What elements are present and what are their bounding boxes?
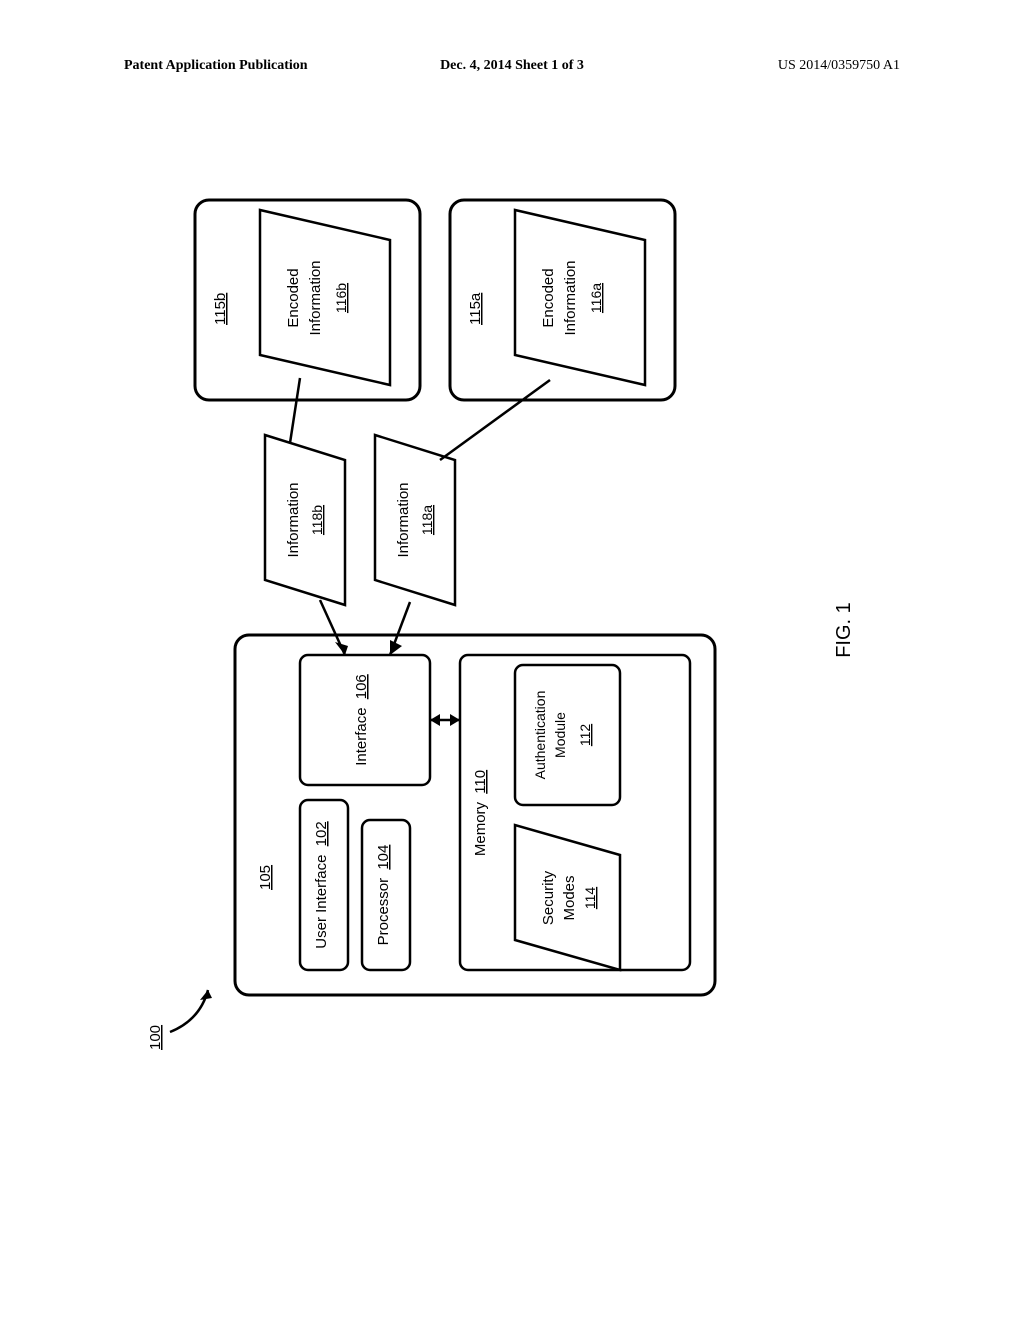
ref-100-arc [170, 990, 208, 1032]
diagram-svg: 100 105 User Interface 102 Processor 104 [130, 180, 890, 1080]
auth-ref: 112 [577, 724, 593, 747]
encoded-116b-shape [260, 210, 390, 385]
header-right: US 2014/0359750 A1 [778, 58, 900, 74]
ref-100: 100 [147, 990, 212, 1050]
figure-label: FIG. 1 [833, 602, 855, 658]
info-118b-label: Information [285, 482, 302, 557]
link-118a-116a [440, 380, 550, 460]
interface-memory-arrow-up [430, 714, 440, 726]
info-118a-label: Information [395, 482, 412, 557]
security-modes-ref: 114 [582, 887, 598, 910]
memory-box [460, 655, 690, 970]
info-118a-shape [375, 435, 455, 605]
security-modes-label2: Modes [561, 875, 578, 920]
encoded-116a-shape [515, 210, 645, 385]
page-header: Patent Application Publication Dec. 4, 2… [0, 58, 1024, 74]
encoded-116b-l1: Encoded [285, 268, 302, 327]
info-118a-ref: 118a [419, 505, 435, 535]
link-118b-116b [290, 378, 300, 443]
ref-100-text: 100 [147, 1025, 164, 1050]
info-118b-shape [265, 435, 345, 605]
header-center: Dec. 4, 2014 Sheet 1 of 3 [440, 58, 584, 74]
encoded-116b-l2: Information [307, 260, 324, 335]
processor-label: Processor 104 [375, 845, 392, 946]
encoded-116a-l1: Encoded [540, 268, 557, 327]
auth-line1: Authentication [532, 691, 548, 780]
encoded-116a-l2: Information [562, 260, 579, 335]
info-b-arrowhead [335, 642, 348, 655]
ref-115a: 115a [467, 292, 484, 325]
ref-115b: 115b [212, 293, 229, 325]
interface-memory-arrow-down [450, 714, 460, 726]
figure-1-diagram: 100 105 User Interface 102 Processor 104 [130, 180, 890, 1080]
ref-100-arrowhead [200, 990, 212, 1000]
encoded-116a-ref: 116a [588, 283, 604, 313]
header-left: Patent Application Publication [124, 58, 308, 74]
user-interface-label: User Interface 102 [313, 821, 330, 948]
info-118b-ref: 118b [309, 505, 325, 535]
interface-label: Interface 106 [353, 674, 370, 766]
auth-line2: Module [552, 712, 568, 758]
memory-label: Memory 110 [472, 770, 489, 856]
device-ref-105: 105 [257, 865, 274, 890]
security-modes-label: Security [540, 870, 557, 925]
encoded-116b-ref: 116b [333, 283, 349, 313]
